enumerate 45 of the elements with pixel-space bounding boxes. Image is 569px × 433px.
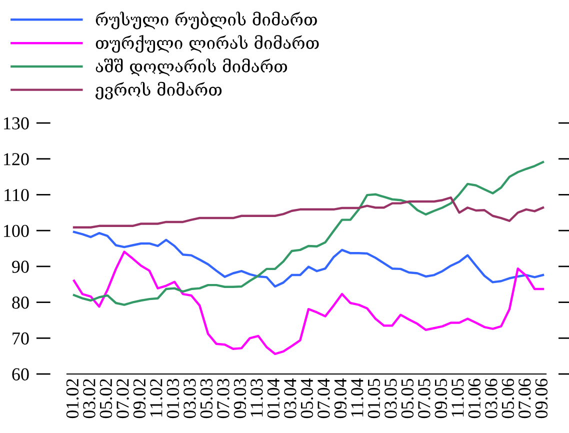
x-tick-label: 09.06: [535, 378, 548, 418]
x-tick-label: 03.06: [485, 378, 498, 418]
x-tick-label: 01.02: [66, 379, 79, 418]
x-tick-label: 05.02: [100, 379, 112, 418]
x-tick-label: 01.05: [368, 378, 380, 418]
y-tick-label: 130: [4, 117, 29, 130]
x-tick-label: 07.06: [518, 378, 531, 418]
line-series: [72, 160, 544, 306]
line-series: [72, 196, 544, 228]
x-tick-label: 09.02: [133, 379, 146, 418]
x-tick-label: 11.02: [150, 379, 162, 417]
line-series: [72, 230, 544, 288]
x-tick-label: 05.03: [200, 378, 213, 418]
x-tick-label: 03.03: [184, 378, 196, 418]
x-tick-label: 09.04: [334, 378, 347, 418]
line-series: [72, 250, 544, 356]
y-tick-label: 80: [12, 296, 29, 309]
x-tick-label: 11.03: [250, 378, 263, 417]
x-tick-label: 03.04: [284, 378, 296, 418]
x-tick-label: 05.05: [401, 378, 414, 418]
x-tick-label: 05.04: [300, 378, 314, 418]
y-tick-label: 90: [12, 260, 29, 273]
y-tick-label: 60: [12, 368, 29, 380]
x-tick-label: 09.05: [434, 378, 448, 418]
x-tick-label: 09.03: [234, 378, 246, 418]
x-tick-label: 03.02: [83, 379, 96, 418]
x-tick-label: 01.06: [468, 378, 481, 418]
x-tick-label: 11.05: [452, 378, 464, 417]
legend-label: აშშ დოლარის მიმართ: [96, 58, 288, 76]
legend-label: თურქული ლირას მიმართ: [96, 35, 319, 53]
x-tick-label: 07.05: [418, 378, 430, 418]
x-tick-label: 03.05: [384, 378, 397, 418]
x-tick-label: 07.03: [217, 378, 230, 418]
legend-label: რუსული რუბლის მიმართ: [96, 12, 317, 30]
legend-label: ევროს მიმართ: [96, 82, 222, 100]
y-tick-label: 70: [12, 332, 29, 345]
x-tick-label: 01.04: [267, 378, 280, 418]
y-tick-label: 110: [4, 188, 29, 202]
y-tick-label: 120: [4, 153, 29, 166]
y-tick-label: 100: [4, 224, 29, 238]
x-tick-label: 07.02: [116, 379, 129, 418]
x-tick-label: 07.04: [318, 378, 330, 418]
x-tick-label: 01.03: [166, 378, 180, 418]
x-tick-label: 05.06: [502, 378, 514, 418]
x-tick-label: 11.04: [351, 378, 364, 417]
